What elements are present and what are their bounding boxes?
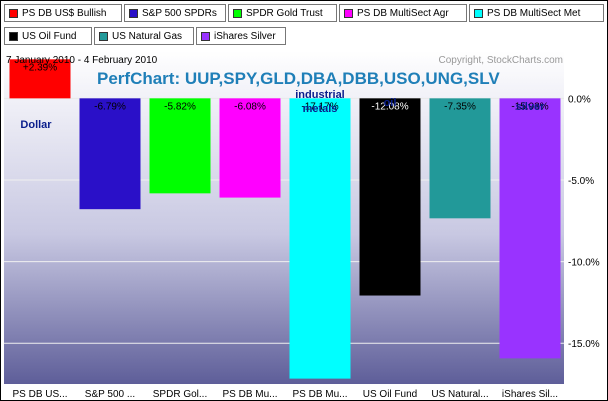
value-label: -15.93% [511, 101, 548, 112]
legend-label: iShares Silver [214, 31, 276, 42]
x-tick-label: PS DB US... [12, 389, 67, 400]
x-tick-label: S&P 500 ... [85, 389, 135, 400]
value-label: -7.35% [444, 101, 476, 112]
annotation: Dollar [20, 119, 52, 131]
bar [79, 98, 141, 210]
value-label: -6.08% [234, 101, 266, 112]
value-label: -12.08% [371, 101, 408, 112]
legend-item[interactable]: PS DB MultiSect Met [469, 4, 604, 22]
legend-label: US Oil Fund [22, 31, 77, 42]
y-tick-label: -5.0% [568, 176, 594, 187]
legend-swatch [344, 9, 353, 18]
x-tick-label: PS DB Mu... [222, 389, 277, 400]
legend-label: S&P 500 SPDRs [142, 8, 217, 19]
value-label: -6.79% [94, 101, 126, 112]
x-tick-label: iShares Sil... [502, 389, 558, 400]
date-range: 7 January 2010 - 4 February 2010 [6, 55, 158, 66]
value-label: +2.39% [23, 62, 57, 73]
legend-label: US Natural Gas [112, 31, 183, 42]
bar [499, 98, 561, 359]
legend-swatch [129, 9, 138, 18]
x-tick-label: US Oil Fund [363, 389, 417, 400]
x-tick-label: PS DB Mu... [292, 389, 347, 400]
legend-item[interactable]: PS DB MultiSect Agr [339, 4, 467, 22]
bar [359, 98, 421, 296]
bar [429, 98, 491, 219]
x-tick-label: SPDR Gol... [153, 389, 207, 400]
bar [9, 59, 71, 99]
annotation: metals [303, 103, 338, 115]
legend-label: PS DB US$ Bullish [22, 8, 107, 19]
legend-item[interactable]: PS DB US$ Bullish [4, 4, 122, 22]
bar [219, 98, 281, 198]
legend-item[interactable]: US Natural Gas [94, 27, 194, 45]
legend-swatch [233, 9, 242, 18]
copyright: Copyright, StockCharts.com [439, 55, 564, 66]
y-tick-label: -10.0% [568, 258, 600, 269]
legend-item[interactable]: iShares Silver [196, 27, 286, 45]
legend-label: SPDR Gold Trust [246, 8, 323, 19]
legend-swatch [474, 9, 483, 18]
legend-swatch [201, 32, 210, 41]
value-label: -17.17% [301, 101, 338, 112]
bar [289, 98, 351, 379]
legend-label: PS DB MultiSect Met [487, 8, 581, 19]
legend-label: PS DB MultiSect Agr [357, 8, 449, 19]
legend-item[interactable]: SPDR Gold Trust [228, 4, 337, 22]
legend-swatch [9, 9, 18, 18]
legend-swatch [99, 32, 108, 41]
x-tick-label: US Natural... [431, 389, 488, 400]
annotation: industrial [295, 89, 345, 101]
y-tick-label: 0.0% [568, 94, 591, 105]
annotation: silver [516, 101, 545, 113]
y-tick-label: -15.0% [568, 339, 600, 350]
bar [149, 98, 211, 194]
legend-item[interactable]: US Oil Fund [4, 27, 92, 45]
annotation: oil [384, 97, 397, 109]
legend-swatch [9, 32, 18, 41]
value-label: -5.82% [164, 101, 196, 112]
chart-title: PerfChart: UUP,SPY,GLD,DBA,DBB,USO,UNG,S… [97, 69, 500, 88]
legend-item[interactable]: S&P 500 SPDRs [124, 4, 226, 22]
